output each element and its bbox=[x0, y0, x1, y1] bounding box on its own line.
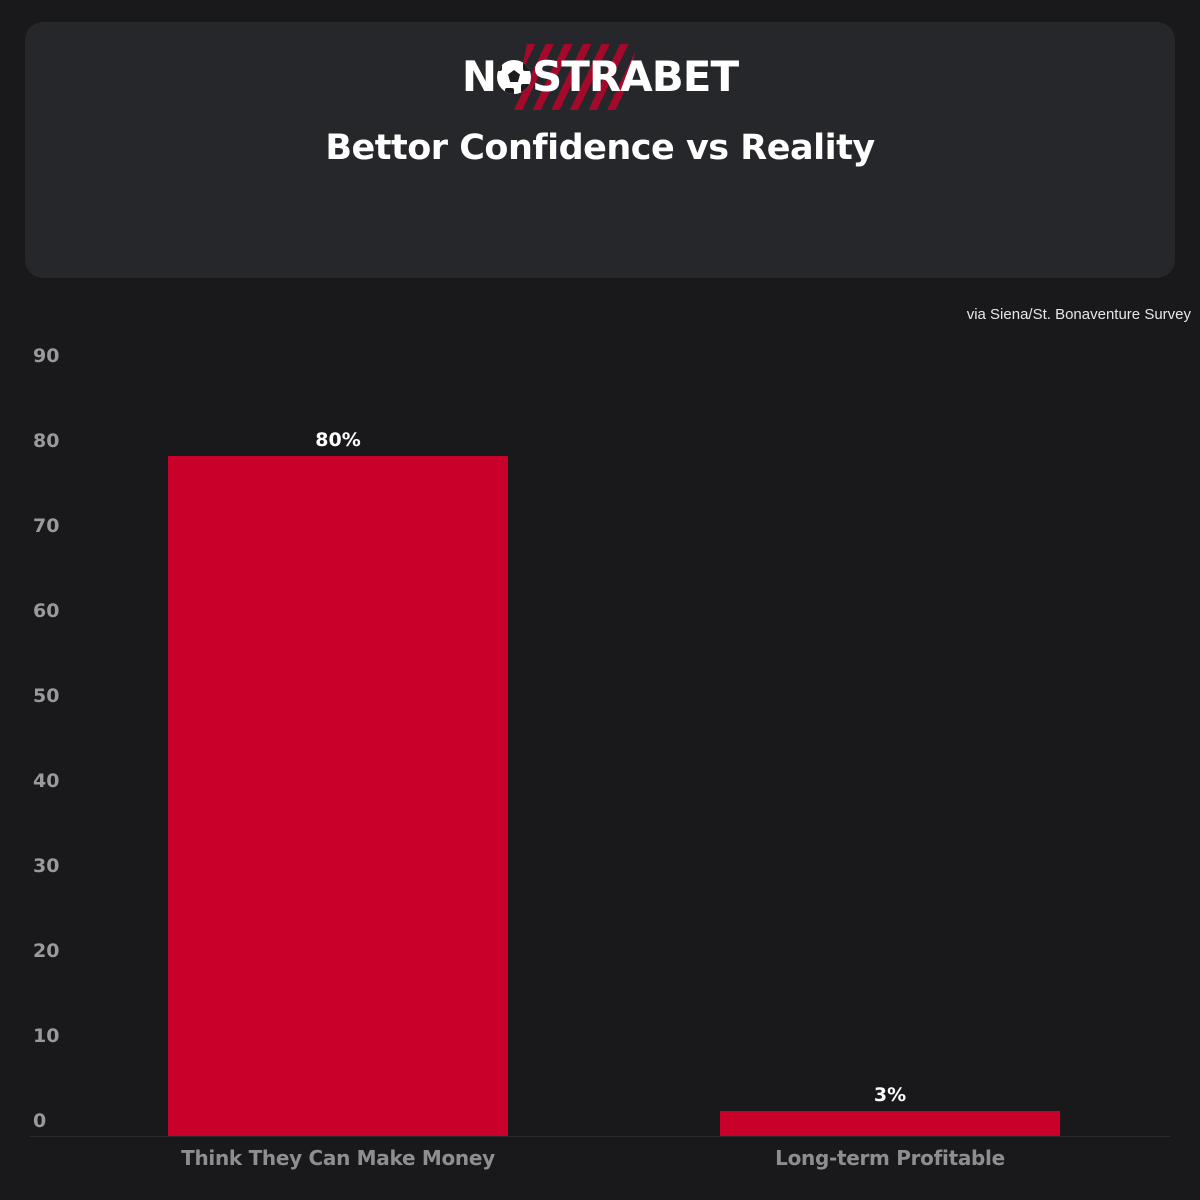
y-tick-label: 80 bbox=[33, 430, 60, 452]
bar-value-label: 80% bbox=[315, 429, 361, 451]
y-tick-label: 60 bbox=[33, 600, 60, 622]
y-tick-label: 40 bbox=[33, 770, 60, 792]
y-tick-label: 90 bbox=[33, 345, 60, 367]
y-tick-label: 70 bbox=[33, 515, 60, 537]
bar bbox=[720, 1110, 1060, 1136]
chart-title: Bettor Confidence vs Reality bbox=[325, 128, 875, 168]
x-axis-baseline bbox=[30, 1136, 1170, 1137]
logo: N STRABET bbox=[0, 44, 1200, 110]
y-tick-label: 0 bbox=[33, 1110, 47, 1132]
y-tick-label: 20 bbox=[33, 940, 60, 962]
category-label: Think They Can Make Money bbox=[181, 1146, 495, 1170]
bar-value-label: 3% bbox=[873, 1083, 907, 1106]
y-tick-label: 50 bbox=[33, 685, 60, 707]
category-label: Long-term Profitable bbox=[775, 1146, 1005, 1170]
logo-prefix: N bbox=[461, 52, 497, 101]
y-tick-label: 30 bbox=[33, 855, 60, 877]
source-note: via Siena/St. Bonaventure Survey bbox=[966, 306, 1191, 323]
logo-suffix: STRABET bbox=[532, 52, 739, 101]
bar bbox=[168, 456, 508, 1136]
soccer-ball-icon bbox=[497, 60, 532, 94]
y-tick-label: 10 bbox=[33, 1025, 60, 1047]
